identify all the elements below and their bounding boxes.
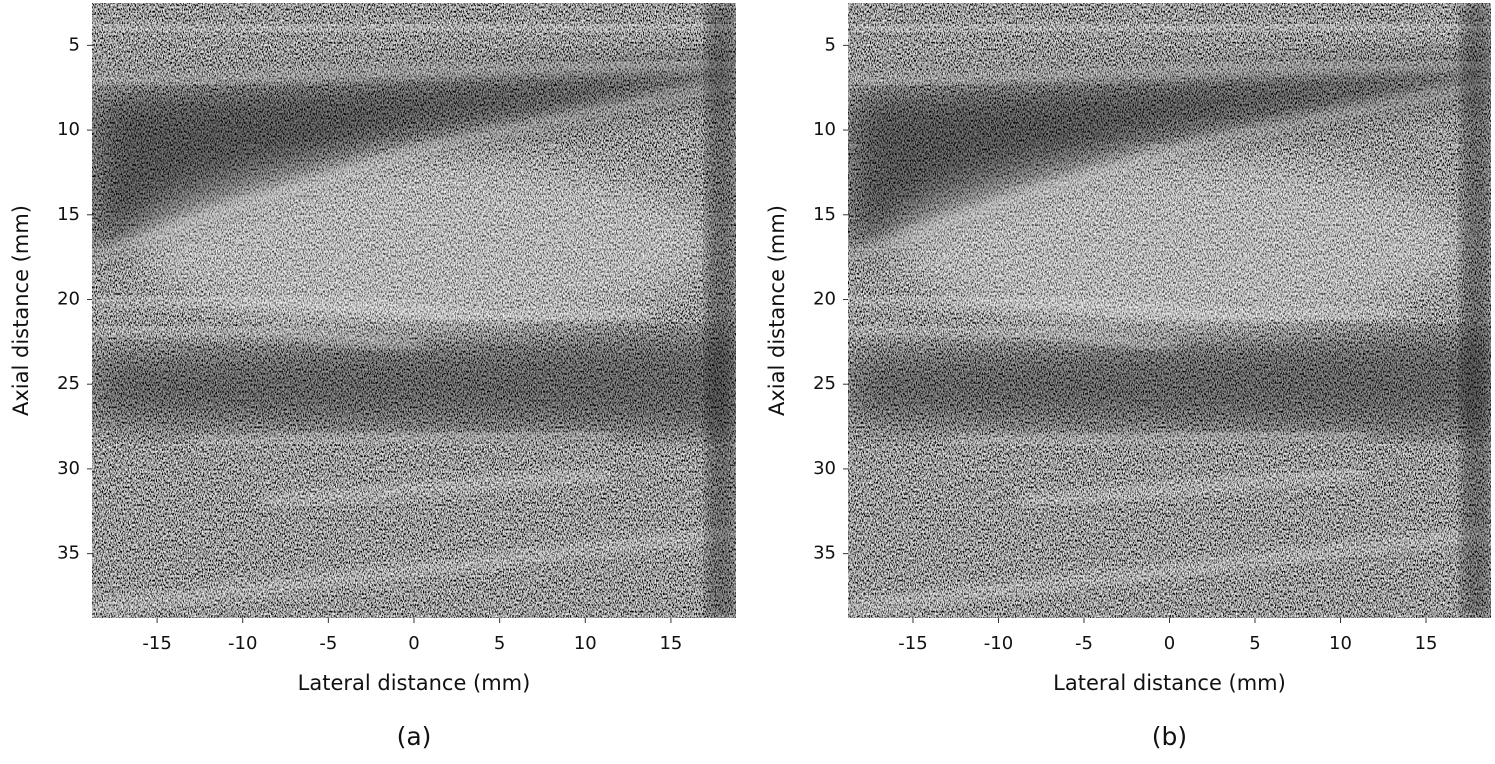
echo-band [92,529,736,612]
echo-band [848,294,1408,322]
panel: -15 -10 -5 0 5 10 15 5 10 15 20 25 30 35 Lateral dista… [9,3,736,751]
y-tick-label: 15 [813,204,836,225]
y-tick-label: 10 [813,119,836,140]
lesion [132,158,712,328]
echo-band [848,21,1491,35]
x-tick-label: 15 [1415,633,1438,654]
x-tick-label: -10 [984,633,1013,654]
ultrasound-image [848,3,1491,618]
x-axis-label: Lateral distance (mm) [1053,671,1286,695]
x-tick-label: 10 [574,633,597,654]
echo-band [92,21,736,35]
ultrasound-image [92,3,736,618]
x-tick-label: -5 [1075,633,1093,654]
edge-shadow [1461,3,1491,618]
echo-band [848,529,1491,612]
y-tick-label: 20 [813,288,836,309]
echo-band [92,59,736,87]
lesion [888,158,1467,328]
echo-band [261,469,613,507]
y-tick-label: 20 [57,288,80,309]
dark-layer [848,63,1491,253]
y-tick-label: 5 [69,34,80,55]
x-tick-label: 5 [494,633,505,654]
y-tick-label: 30 [813,458,836,479]
dark-layer [92,333,736,433]
dark-layer [848,333,1491,433]
echo-band [1017,469,1368,507]
x-tick-label: 5 [1249,633,1260,654]
echo-band [92,324,423,352]
echo-band [92,294,653,322]
y-tick-label: 5 [825,34,836,55]
x-tick-label: 15 [659,633,682,654]
echo-band [947,429,1368,447]
x-axis-label: Lateral distance (mm) [298,671,531,695]
caption: (a) [397,722,432,751]
caption: (b) [1152,722,1187,751]
echo-band [92,79,736,262]
y-tick-label: 35 [813,543,836,564]
y-tick-label: 15 [57,204,80,225]
echo-band [191,429,613,447]
echo-band [848,79,1491,262]
y-axis-label: Axial distance (mm) [9,205,33,416]
x-tick-label: 10 [1329,633,1352,654]
x-tick-label: 0 [1164,633,1175,654]
x-tick-label: 0 [408,633,419,654]
y-tick-label: 30 [57,458,80,479]
x-tick-label: -5 [319,633,337,654]
dark-layer [92,63,736,253]
echo-band [848,324,1178,352]
y-tick-label: 35 [57,543,80,564]
x-tick-label: -10 [228,633,257,654]
y-tick-label: 25 [57,373,80,394]
y-tick-label: 10 [57,119,80,140]
echo-band [848,59,1491,87]
edge-shadow [706,3,736,618]
y-axis-label: Axial distance (mm) [765,205,789,416]
panel: -15 -10 -5 0 5 10 15 5 10 15 20 25 30 35 Lateral dista… [765,3,1491,751]
x-tick-label: -15 [142,633,171,654]
x-tick-label: -15 [898,633,927,654]
y-tick-label: 25 [813,373,836,394]
